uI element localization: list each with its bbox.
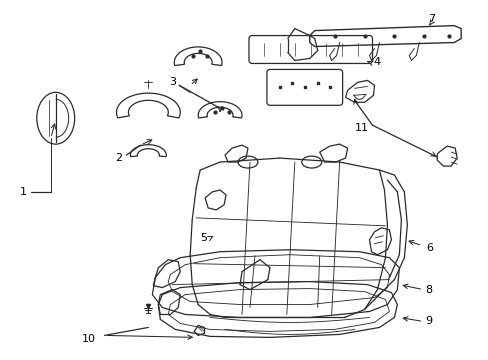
Text: 7: 7 (427, 14, 434, 24)
Ellipse shape (238, 156, 258, 168)
Text: 2: 2 (115, 153, 122, 163)
Text: 3: 3 (168, 77, 175, 87)
FancyBboxPatch shape (248, 36, 372, 63)
Text: 8: 8 (425, 284, 432, 294)
Ellipse shape (301, 156, 321, 168)
FancyBboxPatch shape (266, 69, 342, 105)
Text: 1: 1 (20, 187, 26, 197)
Text: 6: 6 (425, 243, 432, 253)
Text: 5: 5 (200, 233, 207, 243)
Text: 11: 11 (354, 123, 368, 133)
Text: 9: 9 (425, 316, 432, 327)
Text: 4: 4 (373, 58, 380, 67)
Text: 10: 10 (81, 334, 96, 345)
